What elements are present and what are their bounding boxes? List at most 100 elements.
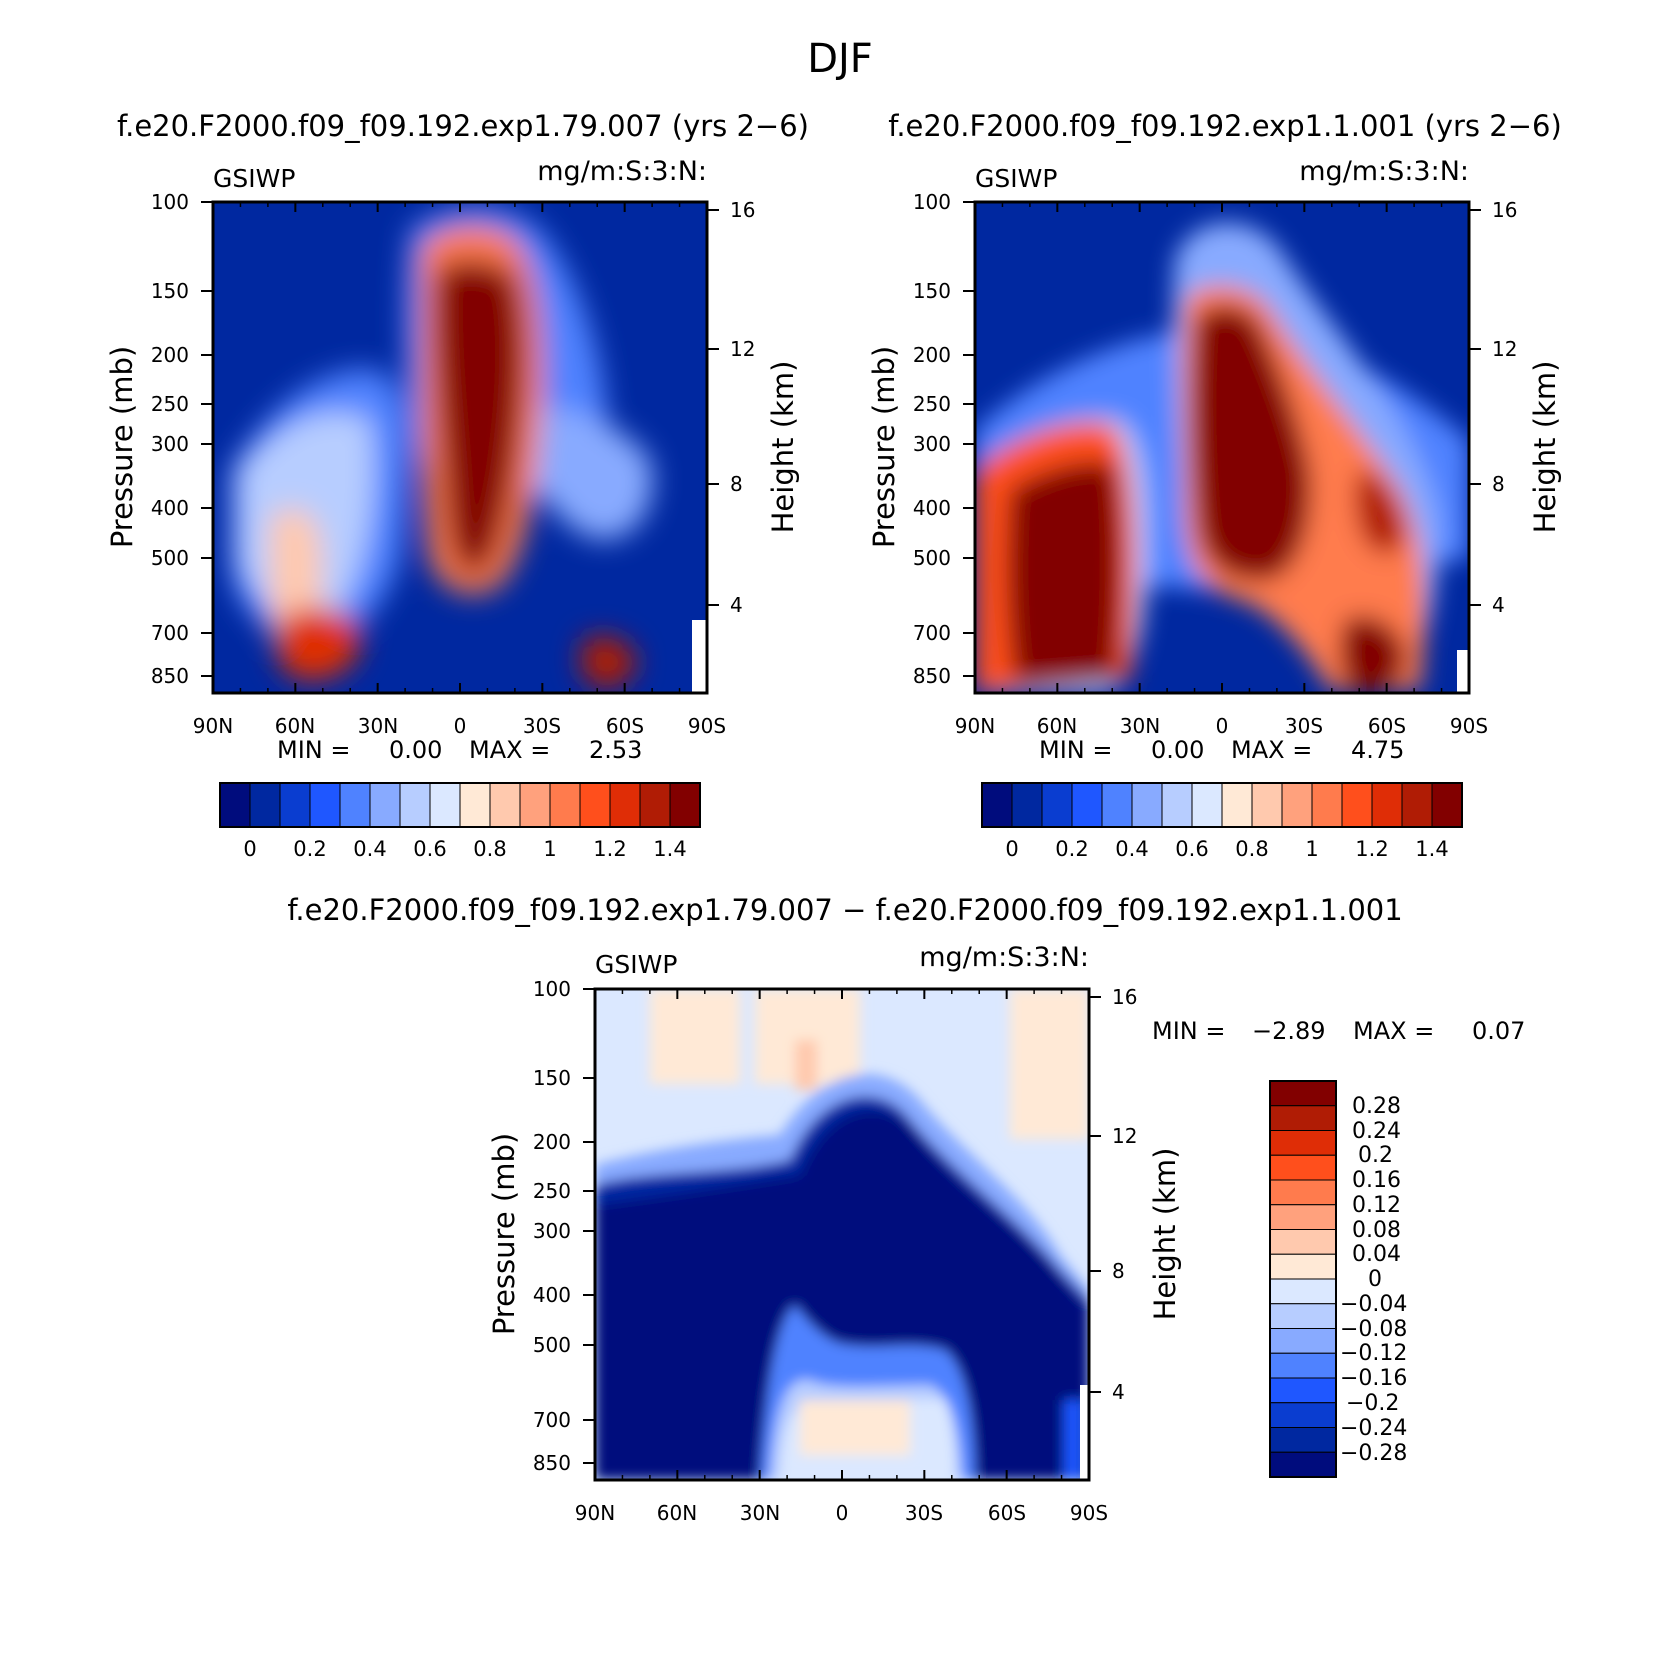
panel-c-y2label: Height (km) — [1148, 1148, 1182, 1321]
y2-tick-label: 4 — [730, 593, 743, 617]
colorbar-label: −0.24 — [1340, 1416, 1407, 1441]
colorbar-box — [1269, 1179, 1337, 1206]
y2-tick-label: 4 — [1112, 1380, 1125, 1404]
y-tick-label: 150 — [913, 279, 951, 303]
x-tick-label: 90S — [688, 714, 726, 738]
max-value: 0.07 — [1472, 1017, 1525, 1045]
colorbar-box — [1269, 1352, 1337, 1379]
y-tick-label: 200 — [913, 343, 951, 367]
colorbar-box — [1341, 782, 1373, 828]
x-tick-label: 30S — [523, 714, 561, 738]
y-tick-label: 250 — [151, 392, 189, 416]
y-tick-label: 250 — [913, 392, 951, 416]
colorbar-label: −0.16 — [1340, 1366, 1407, 1391]
colorbar-box — [1269, 1427, 1337, 1453]
colorbar-label: 0.4 — [1115, 837, 1148, 861]
y-tick-label: 700 — [533, 1408, 571, 1432]
colorbar-label: 1 — [1305, 837, 1318, 861]
colorbar-box — [1269, 1328, 1337, 1354]
min-value: 0.00 — [1151, 736, 1204, 764]
y2-tick-label: 16 — [1112, 985, 1137, 1009]
x-tick-label: 90S — [1070, 1501, 1108, 1525]
x-tick-label: 30S — [905, 1501, 943, 1525]
colorbar-label: −0.08 — [1340, 1317, 1407, 1342]
panel-b-colorbar: 0 0.2 0.4 0.6 0.8 1 1.2 1.4 — [981, 782, 1463, 861]
panel-c-ylabel: Pressure (mb) — [487, 1133, 521, 1335]
colorbar-box — [1269, 1278, 1337, 1305]
y-tick-label: 100 — [151, 190, 189, 214]
panel-a-field — [213, 202, 707, 693]
y-tick-label: 850 — [913, 664, 951, 688]
colorbar-box — [459, 782, 491, 828]
colorbar-box — [1131, 782, 1163, 828]
colorbar-box — [981, 782, 1013, 828]
panel-b-ylabel: Pressure (mb) — [867, 346, 901, 548]
panel-a-variable: GSIWP — [213, 164, 295, 193]
x-tick-label: 60S — [988, 1501, 1026, 1525]
panel-a: GSIWP mg/m:S:3:N: 90N 60N 30N 0 30S 60S … — [105, 156, 800, 861]
y-tick-label: 150 — [151, 279, 189, 303]
y-tick-label: 850 — [151, 664, 189, 688]
y-tick-label: 300 — [151, 432, 189, 456]
x-tick-label: 90S — [1450, 714, 1488, 738]
colorbar-label: −0.12 — [1340, 1341, 1407, 1366]
colorbar-box — [1269, 1204, 1337, 1230]
colorbar-label: 0.6 — [413, 837, 446, 861]
colorbar-box — [339, 782, 371, 828]
y-tick-label: 150 — [533, 1066, 571, 1090]
max-label: MAX = — [469, 736, 550, 764]
colorbar-label: 0.2 — [293, 837, 326, 861]
min-value: 0.00 — [389, 736, 442, 764]
colorbar-box — [1269, 1154, 1337, 1181]
colorbar-label: −0.2 — [1346, 1391, 1399, 1416]
colorbar-label: 0 — [1368, 1267, 1382, 1292]
colorbar-label: 0.2 — [1358, 1143, 1393, 1168]
colorbar-box — [549, 782, 581, 828]
colorbar-label: 0.16 — [1352, 1168, 1401, 1193]
y2-tick-label: 8 — [1112, 1259, 1125, 1283]
colorbar-label: 1.2 — [593, 837, 626, 861]
colorbar-label: 1.2 — [1355, 837, 1388, 861]
x-tick-label: 90N — [575, 1501, 615, 1525]
panel-a-stats: MIN = 0.00 MAX = 2.53 — [277, 736, 642, 764]
x-tick-label: 0 — [1216, 714, 1229, 738]
panel-a-ylabel: Pressure (mb) — [105, 346, 139, 548]
y-tick-label: 400 — [913, 496, 951, 520]
colorbar-label: 0.8 — [1235, 837, 1268, 861]
panel-a-colorbar: 0 0.2 0.4 0.6 0.8 1 1.2 1.4 — [219, 782, 701, 861]
max-value: 4.75 — [1351, 736, 1404, 764]
colorbar-box — [249, 782, 281, 828]
colorbar-box — [1311, 782, 1343, 828]
y-tick-label: 100 — [533, 977, 571, 1001]
y2-tick-label: 12 — [730, 337, 755, 361]
panel-c-field — [595, 989, 1089, 1480]
y2-tick-label: 4 — [1492, 593, 1505, 617]
colorbar-box — [1221, 782, 1253, 828]
panel-a-y2-ticks: 16 12 8 4 — [730, 198, 755, 617]
colorbar-box — [219, 782, 251, 828]
panel-c-y2-ticks: 16 12 8 4 — [1112, 985, 1137, 1404]
x-tick-label: 60S — [1368, 714, 1406, 738]
colorbar-label: −0.28 — [1340, 1441, 1407, 1466]
x-tick-label: 30N — [740, 1501, 780, 1525]
colorbar-box — [669, 782, 701, 828]
panel-c-x-ticks: 90N 60N 30N 0 30S 60S 90S — [575, 1501, 1108, 1525]
colorbar-box — [1101, 782, 1133, 828]
y-tick-label: 300 — [913, 432, 951, 456]
y-tick-label: 400 — [533, 1283, 571, 1307]
y-tick-label: 250 — [533, 1179, 571, 1203]
panel-c-units: mg/m:S:3:N: — [919, 942, 1089, 973]
colorbar-box — [1269, 1253, 1337, 1280]
colorbar-box — [1269, 1229, 1337, 1255]
colorbar-box — [1431, 782, 1463, 828]
colorbar-box — [369, 782, 401, 828]
axis-tick-marks — [201, 201, 1481, 1480]
colorbar-box — [1269, 1377, 1337, 1404]
x-tick-label: 90N — [193, 714, 233, 738]
y-tick-label: 300 — [533, 1219, 571, 1243]
panel-a-title: f.e20.F2000.f09_f09.192.exp1.79.007 (yrs… — [117, 109, 809, 143]
colorbar-box — [1269, 1105, 1337, 1131]
colorbar-box — [489, 782, 521, 828]
y2-tick-label: 8 — [730, 472, 743, 496]
colorbar-box — [1191, 782, 1223, 828]
